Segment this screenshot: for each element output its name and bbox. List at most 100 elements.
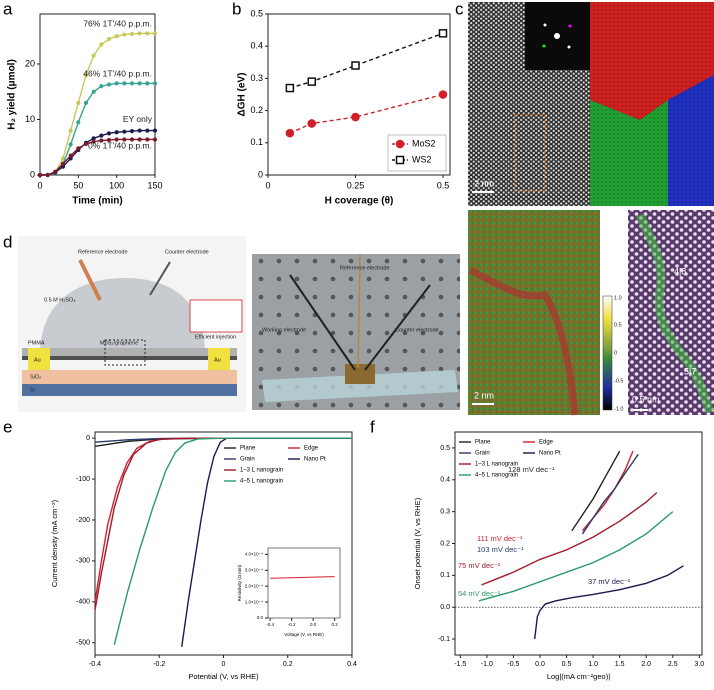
x-axis-label: Potential (V, vs RHE) <box>188 672 259 681</box>
x-tick-label: -1.0 <box>481 661 493 668</box>
data-point <box>99 84 104 89</box>
panel-c: 2 nm 2 nm 1.0 0.5 0 -0.5 -1.0 4|8 5|7 0.… <box>468 2 714 416</box>
y-tick-label: 0 <box>86 435 90 442</box>
panel-d: Reference electrode Counter electrode 0.… <box>18 236 460 412</box>
slope-annotation: 37 mV dec⁻¹ <box>588 577 631 586</box>
data-point <box>285 83 295 93</box>
y-tick-label: 0.1 <box>440 572 450 579</box>
slope-annotation: 111 mV dec⁻¹ <box>477 534 523 543</box>
x-tick-label: 0.4 <box>347 661 357 668</box>
x-tick-label: -0.4 <box>89 661 101 668</box>
x-tick-label: -0.2 <box>288 622 296 627</box>
x-tick-label: 0.2 <box>331 622 338 627</box>
electrolyte-drop <box>40 278 205 355</box>
x-tick-label: 1.5 <box>615 661 625 668</box>
x-axis-label: Voltage (V, vs RHE) <box>284 632 324 637</box>
data-point <box>106 137 112 143</box>
panel-label: f <box>370 417 375 436</box>
colorbar-tick: 1.0 <box>614 295 622 301</box>
lattice-overlay <box>590 2 714 206</box>
schematic-label: Reference electrode <box>78 249 128 255</box>
data-point <box>145 31 150 36</box>
y-tick-label: 0.1 <box>250 137 263 147</box>
data-point <box>76 146 81 151</box>
y-tick-label: 0.4 <box>250 41 263 51</box>
x-tick-label: 2.5 <box>668 661 678 668</box>
plot-frame <box>39 13 156 176</box>
data-point <box>122 81 127 86</box>
data-point <box>351 112 360 122</box>
series-line <box>40 138 155 176</box>
y-tick-label: 0.0 <box>257 615 264 620</box>
x-tick-label: 0.25 <box>347 180 365 190</box>
series-label: 0% 1T'/40 p.p.m. <box>88 141 152 151</box>
x-tick-label: 0 <box>265 180 270 190</box>
grain-boundary <box>468 266 579 416</box>
probe <box>289 274 356 371</box>
defect-chain <box>635 213 714 414</box>
data-point <box>122 32 127 37</box>
legend-marker <box>395 155 405 165</box>
data-point <box>114 81 119 86</box>
data-point <box>99 138 104 143</box>
series-line <box>533 565 684 640</box>
data-point <box>114 130 119 135</box>
y-tick-label: 0.5 <box>440 445 450 452</box>
probe <box>364 284 431 371</box>
x-tick-label: 3.0 <box>694 661 704 668</box>
colorbar-tick: -1.0 <box>614 406 623 412</box>
data-point <box>137 31 142 36</box>
x-tick-label: 0.0 <box>310 622 317 627</box>
panel-label: e <box>3 417 12 436</box>
zoom-box <box>189 299 243 333</box>
colorbar <box>602 295 613 411</box>
y-tick-label: 0.4 <box>440 477 450 484</box>
y-tick-label: -400 <box>76 599 90 606</box>
data-point <box>76 120 81 125</box>
data-point <box>83 100 89 105</box>
y-tick-label: 0.3 <box>250 73 263 83</box>
colorbar-tick: 0 <box>614 350 617 356</box>
data-point <box>145 137 150 142</box>
y-tick-label: -200 <box>76 517 90 524</box>
y-tick-label: 0.5 <box>250 8 263 18</box>
scale-bar-label: 0.5 nm <box>632 394 660 404</box>
schematic-label: Efficient injection <box>195 334 236 340</box>
x-tick-label: 0.5 <box>437 180 450 190</box>
series-line <box>270 576 335 579</box>
x-tick-label: 1.0 <box>588 661 598 668</box>
legend-label: 4–5 L nanograin <box>240 479 283 485</box>
x-tick-label: 0.2 <box>283 661 293 668</box>
y-tick-label: -100 <box>76 476 90 483</box>
data-point <box>152 137 158 142</box>
schematic-label: Au <box>34 357 41 363</box>
schematic-label: PMMA <box>28 340 45 346</box>
y-tick-label: 0.3 <box>440 508 450 515</box>
data-point <box>129 31 135 37</box>
fft-spot <box>542 44 546 48</box>
inset-frame <box>267 547 341 619</box>
scale-bar-label: 2 nm <box>474 390 494 400</box>
series-line <box>40 32 155 176</box>
data-point <box>91 139 96 144</box>
legend-label: Nano Pt <box>539 451 561 457</box>
y-tick-label: 3.0×10⁻⁴ <box>245 567 263 572</box>
y-tick-label: 0.0 <box>440 604 450 611</box>
data-point <box>76 100 81 105</box>
highlight-box <box>104 339 146 366</box>
schematic-label: SiO₂ <box>30 374 41 380</box>
strain-map <box>468 210 600 415</box>
colorbar-tick: 0.5 <box>614 322 622 328</box>
data-point <box>152 81 158 86</box>
series-line <box>40 129 155 176</box>
photo-label: Working electrode <box>262 327 306 333</box>
y-tick-label: -0.1 <box>438 636 450 643</box>
slope-annotation: 128 mV dec⁻¹ <box>508 465 555 474</box>
x-tick-label: 50 <box>73 180 83 190</box>
mos2-layer <box>22 356 237 360</box>
x-tick-label: -0.5 <box>507 661 519 668</box>
y-axis-label: H₂ yield (μmol) <box>7 59 18 130</box>
data-point <box>83 141 89 147</box>
data-point <box>307 119 317 128</box>
